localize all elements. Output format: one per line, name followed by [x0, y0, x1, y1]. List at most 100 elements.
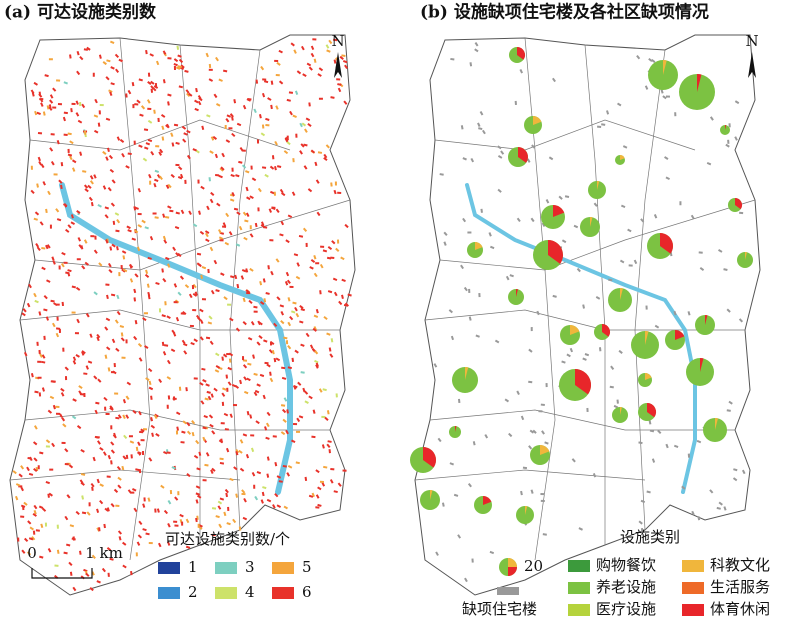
building [33, 467, 38, 473]
building [238, 225, 243, 231]
pie-slice [700, 358, 704, 372]
building [74, 332, 80, 335]
building [290, 42, 295, 47]
building [67, 153, 73, 157]
building [147, 72, 151, 77]
river [465, 183, 697, 494]
building [262, 394, 266, 400]
building [88, 196, 93, 202]
building [58, 179, 63, 184]
pie-slice [483, 496, 492, 505]
building [245, 186, 249, 192]
building [329, 479, 334, 484]
building [307, 188, 313, 193]
legend-label: 1 [188, 558, 198, 576]
building [268, 208, 272, 213]
building [110, 293, 116, 297]
building [433, 363, 438, 368]
building [122, 455, 127, 460]
building [687, 453, 691, 458]
building [104, 214, 109, 219]
building [38, 311, 42, 316]
pie-slice [518, 147, 528, 163]
building [269, 371, 272, 376]
building [633, 259, 638, 265]
building [178, 85, 184, 89]
building [138, 469, 142, 474]
building [220, 422, 225, 425]
building [217, 500, 223, 505]
building [41, 266, 46, 271]
building [728, 400, 733, 405]
building [147, 256, 152, 260]
building [488, 232, 492, 237]
building [660, 89, 664, 94]
building [93, 291, 98, 296]
building [279, 188, 284, 194]
building [266, 456, 270, 461]
building [199, 336, 204, 341]
building [37, 156, 41, 162]
building [516, 390, 520, 396]
building [217, 505, 222, 510]
building [727, 139, 730, 144]
building [96, 478, 100, 484]
building [45, 244, 49, 250]
building [282, 464, 287, 468]
building [218, 229, 222, 234]
building [49, 395, 55, 400]
building [208, 68, 213, 71]
building [39, 97, 44, 103]
building [120, 332, 124, 337]
building [49, 224, 52, 229]
building [253, 372, 258, 376]
building [258, 334, 263, 340]
building [259, 373, 265, 378]
building [253, 108, 257, 114]
building [177, 252, 182, 258]
building [316, 211, 321, 217]
legend-label: 体育休闲 [710, 600, 770, 618]
building [93, 129, 99, 134]
building [197, 100, 202, 106]
building [61, 301, 65, 307]
building [245, 170, 250, 174]
building [326, 332, 331, 336]
building [266, 411, 271, 417]
building [104, 406, 107, 411]
building [225, 212, 230, 218]
building [96, 580, 101, 584]
building [211, 533, 216, 537]
building [172, 332, 177, 337]
map-b [410, 34, 761, 596]
building [283, 505, 289, 510]
building [310, 45, 315, 51]
building [319, 480, 325, 483]
building [317, 151, 323, 154]
building [85, 365, 89, 370]
building [173, 123, 179, 127]
building [207, 321, 213, 325]
building [66, 543, 71, 547]
building [268, 349, 273, 354]
building [653, 214, 658, 219]
building [115, 416, 120, 420]
building [76, 70, 81, 76]
building [709, 116, 714, 121]
building [50, 299, 55, 303]
building [253, 391, 258, 397]
building [169, 209, 174, 213]
building [116, 246, 119, 251]
building [242, 104, 247, 110]
building [241, 492, 246, 496]
building [283, 150, 289, 155]
building [275, 208, 280, 214]
legend-title: 设施类别 [620, 528, 680, 546]
building [80, 473, 86, 476]
building [272, 504, 276, 509]
building [69, 524, 75, 528]
building [122, 564, 127, 569]
building [128, 435, 133, 438]
building [552, 294, 557, 298]
building [195, 439, 200, 445]
